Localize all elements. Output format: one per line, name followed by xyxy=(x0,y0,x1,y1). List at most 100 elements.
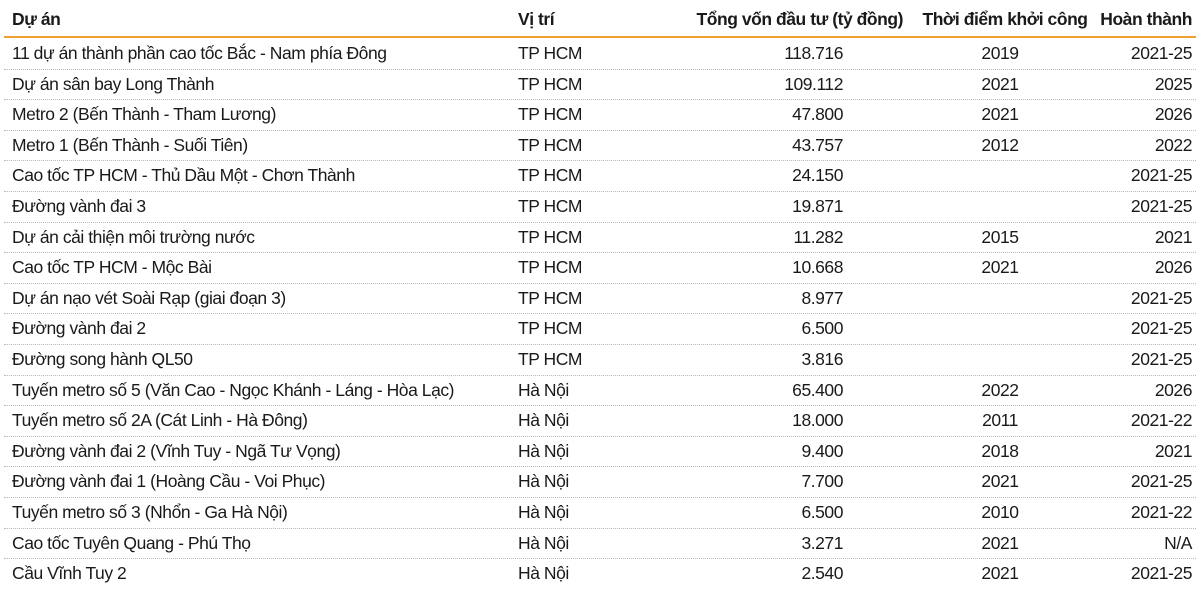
table-cell: 2021-22 xyxy=(1130,410,1193,431)
row-divider xyxy=(4,36,1196,38)
table-cell: 109.112 xyxy=(784,73,843,94)
table-cell: 2021 xyxy=(1154,226,1193,247)
row-divider xyxy=(4,374,1196,376)
row-divider xyxy=(4,313,1196,315)
project-name: Đường vành đai 2 (Vĩnh Tuy - Ngã Tư Vọng… xyxy=(12,440,341,461)
table-cell: 2021-25 xyxy=(1130,563,1193,584)
table-cell: TP HCM xyxy=(518,104,583,125)
project-name: Đường vành đai 2 xyxy=(12,318,146,339)
header-cell: Tổng vốn đầu tư (tỷ đồng) xyxy=(696,9,903,29)
table-cell: Hà Nội xyxy=(518,379,569,400)
table-cell: TP HCM xyxy=(518,73,583,94)
project-name: Cao tốc TP HCM - Mộc Bài xyxy=(12,257,212,278)
row-divider xyxy=(4,191,1196,192)
table-cell: 2026 xyxy=(1154,104,1193,125)
table-cell: 8.977 xyxy=(801,287,843,308)
table-cell: 2022 xyxy=(1154,134,1193,155)
table-cell: 19.871 xyxy=(792,196,843,216)
row-divider xyxy=(4,435,1196,437)
table-cell: 2010 xyxy=(981,502,1019,522)
table-cell: 2021-22 xyxy=(1130,502,1193,522)
table-cell: 2021-25 xyxy=(1130,318,1193,339)
table-cell: 2021 xyxy=(981,73,1019,94)
table-cell: TP HCM xyxy=(518,165,583,186)
table-cell: 7.700 xyxy=(801,471,843,492)
row-divider xyxy=(4,558,1196,560)
table-cell: TP HCM xyxy=(518,43,583,63)
project-name: Dự án cải thiện môi trường nước xyxy=(12,226,255,247)
row-divider xyxy=(4,405,1196,407)
table-cell: 2021-25 xyxy=(1130,471,1193,492)
table-cell: 2021 xyxy=(981,104,1019,125)
table-cell: TP HCM xyxy=(518,349,583,369)
row-divider xyxy=(4,129,1196,131)
table-cell: TP HCM xyxy=(518,226,583,247)
table-cell: 2021-25 xyxy=(1130,287,1193,308)
table-cell: 2021 xyxy=(981,563,1019,584)
project-name: Đường song hành QL50 xyxy=(12,349,193,369)
table-cell: 2026 xyxy=(1154,257,1193,278)
table-cell: 118.716 xyxy=(784,43,843,63)
table-cell: TP HCM xyxy=(518,134,583,155)
table-cell: Hà Nội xyxy=(518,532,569,553)
table-cell: 2011 xyxy=(982,410,1018,431)
project-name: Metro 2 (Bến Thành - Tham Lương) xyxy=(12,104,276,125)
table-cell: 10.668 xyxy=(792,257,843,278)
row-divider xyxy=(4,68,1196,70)
table-cell: 3.816 xyxy=(801,349,843,369)
table-cell: 2015 xyxy=(981,226,1019,247)
project-name: Tuyến metro số 3 (Nhổn - Ga Hà Nội) xyxy=(12,502,288,522)
table-cell: 6.500 xyxy=(801,502,843,522)
table-cell: Hà Nội xyxy=(518,502,569,522)
table-cell: 65.400 xyxy=(792,379,843,400)
table-cell: TP HCM xyxy=(518,257,583,278)
row-divider xyxy=(4,344,1196,345)
row-divider xyxy=(4,527,1196,529)
table-cell: 2021-25 xyxy=(1130,349,1193,369)
table-cell: 43.757 xyxy=(792,134,843,155)
table-cell: 2021 xyxy=(981,532,1019,553)
project-name: Cao tốc TP HCM - Thủ Dầu Một - Chơn Thàn… xyxy=(12,165,355,186)
table-cell: Hà Nội xyxy=(518,471,569,492)
row-divider xyxy=(4,221,1196,223)
row-divider xyxy=(4,160,1196,162)
project-name: Tuyến metro số 5 (Văn Cao - Ngọc Khánh -… xyxy=(12,379,455,400)
project-name: Cao tốc Tuyên Quang - Phú Thọ xyxy=(12,532,251,553)
project-name: Cầu Vĩnh Tuy 2 xyxy=(12,563,127,584)
table-cell: 2021-25 xyxy=(1130,43,1193,63)
project-name: Metro 1 (Bến Thành - Suối Tiên) xyxy=(12,134,248,155)
header-cell: Vị trí xyxy=(518,9,555,29)
project-name: Tuyến metro số 2A (Cát Linh - Hà Đông) xyxy=(12,410,308,431)
table-cell: 3.271 xyxy=(801,532,843,553)
table-cell: 2018 xyxy=(981,440,1019,461)
table-cell: 11.282 xyxy=(793,226,843,247)
table-cell: TP HCM xyxy=(518,196,583,216)
row-divider xyxy=(4,466,1196,468)
table-cell: 24.150 xyxy=(792,165,843,186)
table-cell: 47.800 xyxy=(792,104,843,125)
table-cell: 2021 xyxy=(981,257,1019,278)
table-cell: Hà Nội xyxy=(518,410,569,431)
table-cell: 2012 xyxy=(981,134,1019,155)
header-cell: Dự án xyxy=(12,9,61,29)
table-cell: 2021 xyxy=(981,471,1019,492)
project-name: 11 dự án thành phần cao tốc Bắc - Nam ph… xyxy=(12,43,387,63)
row-divider xyxy=(4,99,1196,101)
table-cell: 2019 xyxy=(981,43,1019,63)
project-name: Đường vành đai 3 xyxy=(12,196,146,216)
header-cell: Thời điểm khởi công xyxy=(922,9,1088,29)
table-cell: 9.400 xyxy=(801,440,843,461)
table-cell: TP HCM xyxy=(518,318,583,339)
project-name: Dự án nạo vét Soài Rạp (giai đoạn 3) xyxy=(12,287,286,308)
project-name: Dự án sân bay Long Thành xyxy=(12,73,214,94)
table-cell: 2021-25 xyxy=(1130,196,1193,216)
header-cell: Hoàn thành xyxy=(1100,9,1192,29)
row-divider xyxy=(4,282,1196,284)
table-cell: Hà Nội xyxy=(518,440,569,461)
table-cell: 2022 xyxy=(981,379,1019,400)
table-cell: 2021 xyxy=(1154,440,1193,461)
row-divider xyxy=(4,252,1196,254)
table-cell: 6.500 xyxy=(801,318,843,339)
table-cell: 2026 xyxy=(1154,379,1193,400)
